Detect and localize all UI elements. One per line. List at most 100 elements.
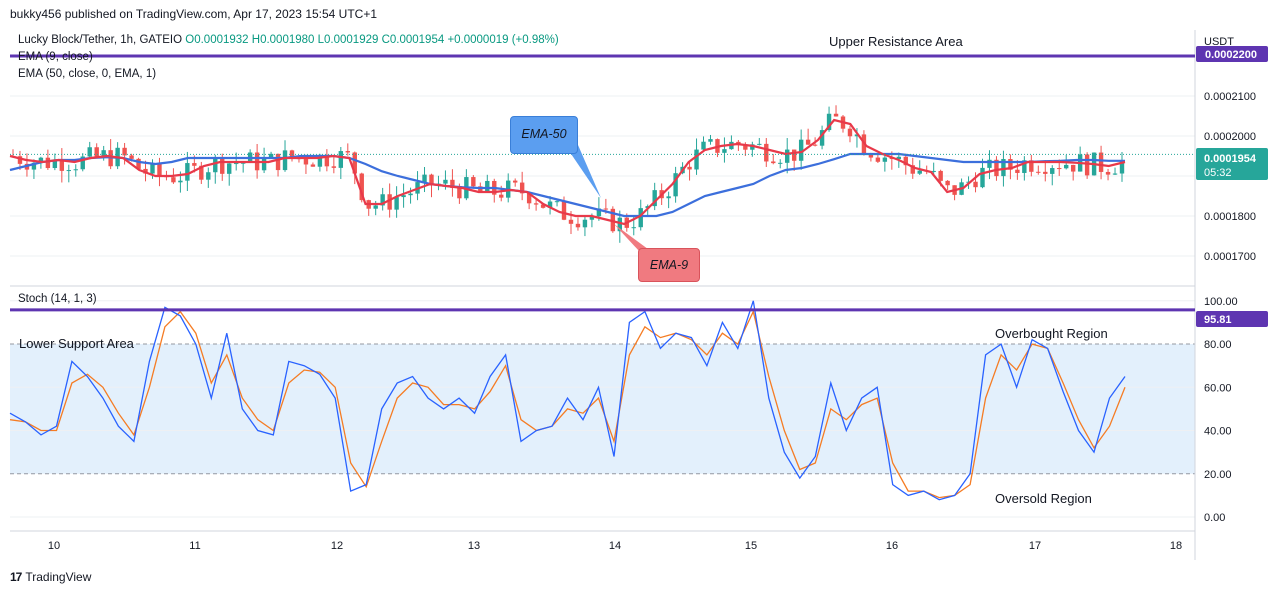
candle-body [59,159,65,171]
footer: 17 TradingView [10,570,91,584]
candle-body [868,154,874,158]
candle-body [533,203,539,205]
candle-body [213,157,218,173]
candle-body [1036,171,1041,173]
ema9-legend[interactable]: EMA (9, close) [18,51,93,63]
last-price-countdown: 05:32 [1204,167,1232,179]
stoch-tick-label: 0.00 [1204,512,1225,524]
candle-body [136,158,141,169]
candle-body [519,182,525,194]
stoch-grid [10,300,1195,518]
candle-body [1070,164,1076,172]
last-price-tag-value: 0.0001954 [1204,153,1257,165]
publish-header: bukky456 published on TradingView.com, A… [10,7,378,21]
candle-body [910,165,915,174]
tradingview-logo-icon: 17 [10,570,22,584]
candle-body [638,208,643,228]
candle-body [791,149,797,161]
candle-body [743,145,748,150]
candle-body [52,159,58,169]
candle-body [185,163,190,181]
symbol-legend[interactable]: Lucky Block/Tether, 1h, GATEIO O0.000193… [18,34,559,46]
time-tick-label: 17 [1029,540,1041,552]
candle-body [1084,154,1090,176]
time-tick-label: 13 [468,540,480,552]
candle-body [1119,160,1125,174]
candle-body [499,194,504,198]
candle-body [610,208,616,232]
candle-body [233,163,239,165]
time-tick-label: 10 [48,540,60,552]
candle-body [178,180,183,183]
time-tick-label: 11 [189,540,200,552]
stoch-legend[interactable]: Stoch (14, 1, 3) [18,293,97,305]
candle-body [373,205,378,209]
candle-body [45,157,51,169]
candle-body [94,147,99,157]
candle-body [261,158,267,171]
candle-body [240,162,246,164]
candle-body [303,158,309,165]
resistance-price-tag-label: 0.0002200 [1205,49,1257,61]
candle-body [757,143,762,145]
stoch-line-tag [1196,311,1268,327]
candle-body [275,153,281,171]
candle-body [805,139,811,145]
candle-body [401,195,406,198]
candle-body [568,219,574,224]
stoch-line-tag-value: 95.81 [1204,314,1232,326]
candle-body [1001,159,1006,177]
stoch-tick-label: 60.00 [1204,382,1232,394]
candle-body [471,177,476,187]
candle-body [1015,169,1020,173]
time-axis-ticks: 10 11 12 13 14 15 16 17 18 [48,540,1182,552]
candle-body [206,172,211,180]
price-tick-label: 0.0002000 [1204,131,1256,143]
candle-body [129,155,134,159]
candle-body [310,164,316,167]
candle-body [1022,160,1027,173]
price-tick-label: 0.0001700 [1204,251,1256,263]
candle-body [785,149,790,163]
candle-body [380,194,385,206]
candle-body [1050,168,1055,174]
price-tick-label: 0.0001800 [1204,211,1256,223]
candle-body [778,162,783,164]
candle-body [854,134,860,137]
candle-body [582,219,588,228]
price-tick-label: 0.0002100 [1204,91,1256,103]
candle-body [338,151,344,168]
oversold-label: Oversold Region [995,491,1092,506]
candle-body [596,208,602,217]
candle-body [331,166,337,168]
candle-body [771,161,776,164]
candle-body [192,163,197,166]
ema50-legend[interactable]: EMA (50, close, 0, EMA, 1) [18,68,157,80]
candle-body [512,180,518,183]
candle-body [443,179,448,184]
candle-body [1008,159,1013,170]
ema9-line [9,118,1126,226]
candle-body [101,150,106,157]
candle-body [1112,173,1118,175]
symbol-name: Lucky Block/Tether, 1h, GATEIO [18,34,183,46]
ema50-line [9,152,1125,218]
candle-body [603,208,609,210]
candle-body [157,163,162,177]
stoch-tick-label: 40.00 [1204,426,1232,438]
candle-body [150,163,155,174]
candle-body [429,174,434,186]
stoch-tick-label: 100.00 [1204,296,1238,308]
candle-body [987,159,992,168]
time-tick-label: 12 [331,540,343,552]
candle-body [861,134,867,155]
candle-body [673,173,678,197]
candle-body [171,177,176,183]
candle-body [408,193,413,196]
candle-body [282,150,288,171]
candle-body [812,144,818,146]
candle-body [317,154,323,167]
candle-body [345,151,350,153]
candle-body [352,152,357,174]
